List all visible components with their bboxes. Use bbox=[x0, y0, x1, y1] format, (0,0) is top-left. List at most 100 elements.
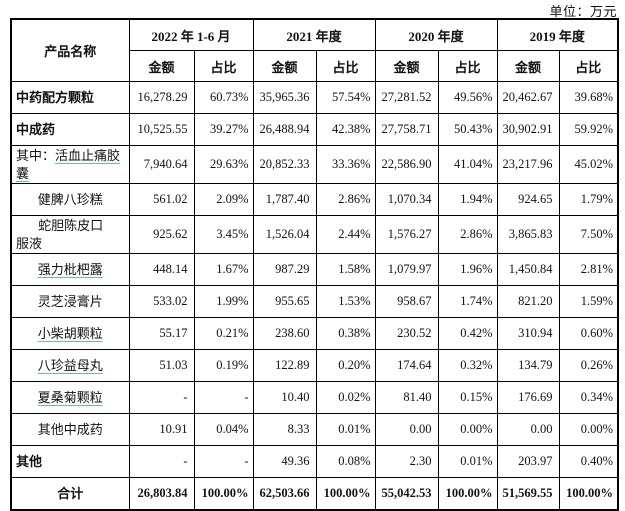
amount-cell: 122.89 bbox=[252, 349, 317, 383]
amount-cell: 55,042.53 bbox=[374, 477, 439, 511]
amount-cell: 1,079.97 bbox=[374, 253, 439, 287]
ratio-cell: 1.67% bbox=[193, 253, 254, 287]
ratio-cell: 33.36% bbox=[315, 144, 376, 185]
ratio-cell: 29.63% bbox=[193, 144, 254, 185]
product-name: 合计 bbox=[57, 485, 84, 501]
product-name-cell: 其他中成药 bbox=[10, 413, 130, 447]
ratio-cell: 0.38% bbox=[315, 317, 376, 351]
ratio-cell: 1.74% bbox=[437, 285, 498, 319]
amount-cell: 203.97 bbox=[496, 445, 560, 479]
ratio-cell: 0.20% bbox=[315, 349, 376, 383]
product-name: 中成药 bbox=[16, 121, 56, 137]
ratio-cell: - bbox=[193, 445, 254, 479]
ratio-cell: 60.73% bbox=[193, 81, 254, 114]
amount-cell: 62,503.66 bbox=[252, 477, 317, 511]
amount-cell: 35,965.36 bbox=[252, 81, 317, 114]
amount-cell: 533.02 bbox=[128, 285, 195, 319]
header-period-2019: 2019 年度 bbox=[496, 18, 619, 51]
ratio-cell: 39.27% bbox=[193, 113, 254, 146]
table-body: 中药配方颗粒 16,278.29 60.73% 35,965.36 57.54% 27,2… bbox=[10, 81, 619, 511]
ratio-cell: 1.94% bbox=[437, 183, 498, 217]
ratio-cell: 0.32% bbox=[437, 349, 498, 383]
product-name-cell: 中成药 bbox=[10, 113, 130, 146]
amount-cell: 10.40 bbox=[252, 381, 317, 415]
amount-cell: 176.69 bbox=[496, 381, 560, 415]
amount-cell: 27,758.71 bbox=[374, 113, 439, 146]
product-link[interactable]: 小柴胡颗粒 bbox=[37, 325, 103, 341]
ratio-cell: 1.96% bbox=[437, 253, 498, 287]
amount-cell: 27,281.52 bbox=[374, 81, 439, 114]
product-name-cell: 灵芝浸膏片 bbox=[10, 285, 130, 319]
product-name-cell: 其中：活血止痛胶囊 bbox=[10, 144, 130, 185]
amount-cell: 55.17 bbox=[128, 317, 195, 351]
product-link[interactable]: 强力枇杷露 bbox=[37, 261, 103, 277]
ratio-cell: 0.00% bbox=[437, 413, 498, 447]
ratio-cell: 1.58% bbox=[315, 253, 376, 287]
ratio-cell: 49.56% bbox=[437, 81, 498, 114]
unit-label: 单位：万元 bbox=[549, 4, 617, 19]
table-row: 灵芝浸膏片 533.02 1.99% 955.65 1.53% 958.67 1.74% 82… bbox=[10, 285, 619, 319]
ratio-cell: 57.54% bbox=[315, 81, 376, 114]
amount-cell: 1,450.84 bbox=[496, 253, 560, 287]
ratio-cell: 1.99% bbox=[193, 285, 254, 319]
header-product-name: 产品名称 bbox=[10, 18, 130, 82]
table-row: 蛇胆陈皮口服液 925.62 3.45% 1,526.04 2.44% 1,576.27 2… bbox=[10, 215, 619, 255]
product-name-cell: 其他 bbox=[10, 445, 130, 479]
amount-cell: 3,865.83 bbox=[496, 215, 560, 255]
amount-cell: 1,526.04 bbox=[252, 215, 317, 255]
product-link[interactable]: 八珍益母丸 bbox=[37, 357, 103, 373]
product-name-cell: 强力枇杷露 bbox=[10, 253, 130, 287]
amount-cell: 238.60 bbox=[252, 317, 317, 351]
amount-cell: 8.33 bbox=[252, 413, 317, 447]
table-row: 强力枇杷露 448.14 1.67% 987.29 1.58% 1,079.97 1.96%… bbox=[10, 253, 619, 287]
header-ratio: 占比 bbox=[558, 50, 619, 82]
ratio-cell: - bbox=[193, 381, 254, 415]
ratio-cell: 2.86% bbox=[437, 215, 498, 255]
amount-cell: 1,787.40 bbox=[252, 183, 317, 217]
amount-cell: 955.65 bbox=[252, 285, 317, 319]
ratio-cell: 0.08% bbox=[315, 445, 376, 479]
table-row: 八珍益母丸 51.03 0.19% 122.89 0.20% 174.64 0.32% 134… bbox=[10, 349, 619, 383]
amount-cell: 20,462.67 bbox=[496, 81, 560, 114]
ratio-cell: 3.45% bbox=[193, 215, 254, 255]
table-row: 小柴胡颗粒 55.17 0.21% 238.60 0.38% 230.52 0.42% 310… bbox=[10, 317, 619, 351]
amount-cell: 1,070.34 bbox=[374, 183, 439, 217]
amount-cell: 51,569.55 bbox=[496, 477, 560, 511]
product-name-cell: 中药配方颗粒 bbox=[10, 81, 130, 114]
table-row: 夏桑菊颗粒 - -10.40 0.02% 81.40 0.15% 176.69 0.34% bbox=[10, 381, 619, 415]
amount-cell: 448.14 bbox=[128, 253, 195, 287]
amount-cell: 924.65 bbox=[496, 183, 560, 217]
amount-cell: 310.94 bbox=[496, 317, 560, 351]
table-row: 合计 26,803.84 100.00% 62,503.66 100.00% 55,042… bbox=[10, 477, 619, 511]
product-name: 其他中成药 bbox=[37, 421, 103, 437]
header-amount: 金额 bbox=[252, 50, 317, 82]
product-name: 蛇胆陈皮口服液 bbox=[16, 218, 104, 251]
amount-cell: 987.29 bbox=[252, 253, 317, 287]
header-ratio: 占比 bbox=[437, 50, 498, 82]
product-link[interactable]: 夏桑菊颗粒 bbox=[37, 389, 103, 405]
ratio-cell: 2.81% bbox=[558, 253, 619, 287]
ratio-cell: 100.00% bbox=[315, 477, 376, 511]
product-name: 灵芝浸膏片 bbox=[37, 293, 103, 309]
ratio-cell: 0.04% bbox=[193, 413, 254, 447]
amount-cell: 174.64 bbox=[374, 349, 439, 383]
ratio-cell: 50.43% bbox=[437, 113, 498, 146]
ratio-cell: 39.68% bbox=[558, 81, 619, 114]
ratio-cell: 59.92% bbox=[558, 113, 619, 146]
product-link[interactable]: 活血止痛胶囊 bbox=[16, 148, 121, 181]
ratio-cell: 100.00% bbox=[193, 477, 254, 511]
amount-cell: - bbox=[128, 381, 195, 415]
amount-cell: 26,803.84 bbox=[128, 477, 195, 511]
ratio-cell: 7.50% bbox=[558, 215, 619, 255]
amount-cell: 925.62 bbox=[128, 215, 195, 255]
table-row: 其中：活血止痛胶囊 7,940.64 29.63% 20,852.33 33.36% 22… bbox=[10, 144, 619, 185]
ratio-cell: 42.38% bbox=[315, 113, 376, 146]
amount-cell: - bbox=[128, 445, 195, 479]
ratio-cell: 0.00% bbox=[558, 413, 619, 447]
table-row: 中成药 10,525.55 39.27% 26,488.94 42.38% 27,758.… bbox=[10, 113, 619, 146]
amount-cell: 821.20 bbox=[496, 285, 560, 319]
ratio-cell: 0.15% bbox=[437, 381, 498, 415]
table-row: 其他 - -49.36 0.08% 2.30 0.01% 203.97 0.40% bbox=[10, 445, 619, 479]
ratio-cell: 0.19% bbox=[193, 349, 254, 383]
ratio-cell: 41.04% bbox=[437, 144, 498, 185]
